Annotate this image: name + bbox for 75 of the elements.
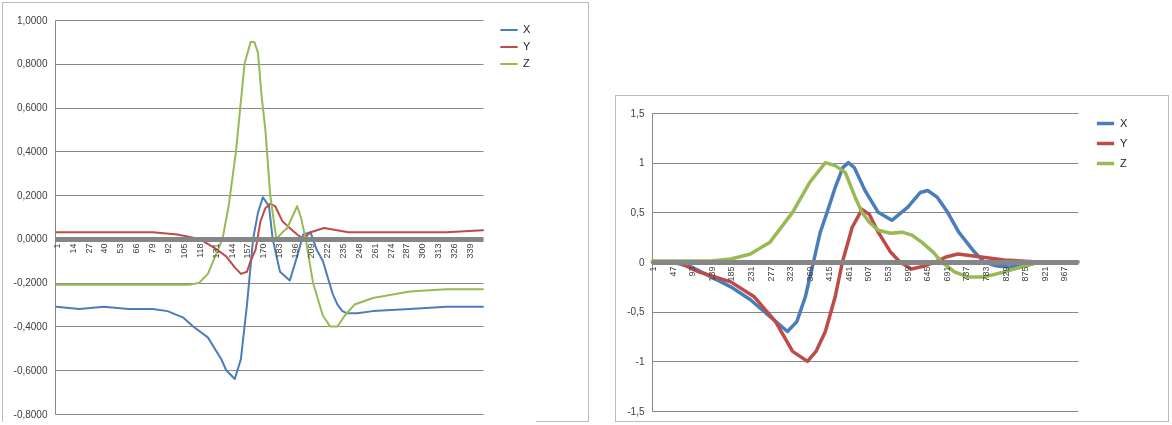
- x-tick-label: 170: [258, 243, 269, 259]
- x-tick-label: 339: [465, 243, 476, 259]
- x-tick-label: 274: [385, 243, 396, 259]
- x-tick-label: 737: [961, 266, 972, 282]
- line-series: [55, 202, 484, 275]
- x-tick-label: 691: [941, 266, 952, 282]
- y-tick-label: -0,5: [627, 306, 645, 318]
- x-tick-label: 875: [1020, 266, 1031, 282]
- y-tick-label: -0,8000: [13, 408, 48, 420]
- x-tick-label: 92: [163, 243, 173, 254]
- y-tick-label: -0,4000: [13, 320, 48, 332]
- x-tick-label: 599: [902, 266, 913, 282]
- x-tick-label: 921: [1039, 266, 1050, 282]
- x-tick-label: 235: [337, 243, 348, 259]
- x-tick-label: 47: [667, 266, 678, 277]
- x-tick-label: 139: [706, 266, 717, 282]
- x-tick-label: 131: [210, 243, 221, 259]
- y-tick-label: 1: [638, 157, 645, 169]
- x-tick-label: 79: [147, 243, 158, 254]
- x-tick-label: 326: [449, 243, 460, 259]
- legend-label: X: [1120, 116, 1128, 129]
- x-tick-label: 415: [824, 266, 835, 282]
- y-tick-label: -1,5: [627, 405, 645, 417]
- x-tick-label: 209: [306, 243, 317, 259]
- line-series: [55, 40, 484, 328]
- line-series: [55, 196, 484, 380]
- x-tick-label: 1: [51, 243, 62, 249]
- x-tick-label: 196: [290, 243, 301, 259]
- x-tick-label: 118: [194, 243, 205, 258]
- y-tick-label: 0,2000: [16, 189, 48, 201]
- legend-label: Z: [1120, 156, 1127, 169]
- x-tick-label: 14: [67, 243, 78, 254]
- x-tick-label: 277: [765, 266, 776, 282]
- x-tick-label: 66: [131, 243, 142, 254]
- y-tick-label: 1,5: [630, 107, 645, 119]
- y-tick-label: 0,8000: [16, 58, 48, 70]
- y-tick-label: -0,2000: [13, 277, 48, 289]
- x-tick-label: 27: [83, 243, 94, 254]
- y-tick-label: 0,0000: [16, 233, 48, 245]
- x-tick-label: 461: [843, 266, 854, 282]
- y-tick-label: 0,4000: [16, 145, 48, 157]
- x-tick-label: 783: [981, 266, 992, 282]
- x-tick-label: 645: [922, 266, 933, 282]
- y-tick-label: 0,5: [630, 206, 645, 218]
- x-tick-label: 157: [242, 243, 253, 259]
- x-tick-label: 93: [687, 266, 698, 277]
- x-tick-label: 231: [745, 266, 756, 282]
- x-tick-label: 967: [1059, 266, 1070, 282]
- x-tick-label: 300: [417, 243, 428, 259]
- x-tick-label: 222: [321, 243, 332, 259]
- legend-label: X: [523, 23, 531, 35]
- x-tick-label: 829: [1000, 266, 1011, 282]
- x-tick-label: 183: [274, 243, 285, 259]
- y-tick-label: -1: [635, 355, 645, 367]
- y-tick-label: -0,6000: [13, 364, 48, 376]
- x-tick-label: 144: [226, 243, 237, 259]
- x-tick-label: 323: [785, 266, 796, 282]
- x-tick-label: 261: [369, 243, 380, 259]
- legend-label: Y: [523, 40, 531, 52]
- x-tick-label: 248: [353, 243, 364, 259]
- x-tick-label: 1: [647, 266, 658, 272]
- x-tick-label: 313: [433, 243, 444, 259]
- legend-label: Y: [1120, 136, 1128, 149]
- x-tick-label: 40: [99, 243, 110, 254]
- x-tick-label: 105: [178, 243, 189, 259]
- y-tick-label: 0: [638, 256, 645, 268]
- y-tick-label: 0,6000: [16, 102, 48, 114]
- y-tick-label: 1,0000: [16, 14, 48, 26]
- x-tick-label: 287: [401, 243, 412, 259]
- x-tick-label: 553: [883, 266, 894, 282]
- x-tick-label: 507: [863, 266, 874, 282]
- x-tick-label: 185: [726, 266, 737, 282]
- x-tick-label: 53: [115, 243, 126, 254]
- legend-label: Z: [523, 57, 530, 69]
- x-tick-label: 369: [804, 266, 815, 282]
